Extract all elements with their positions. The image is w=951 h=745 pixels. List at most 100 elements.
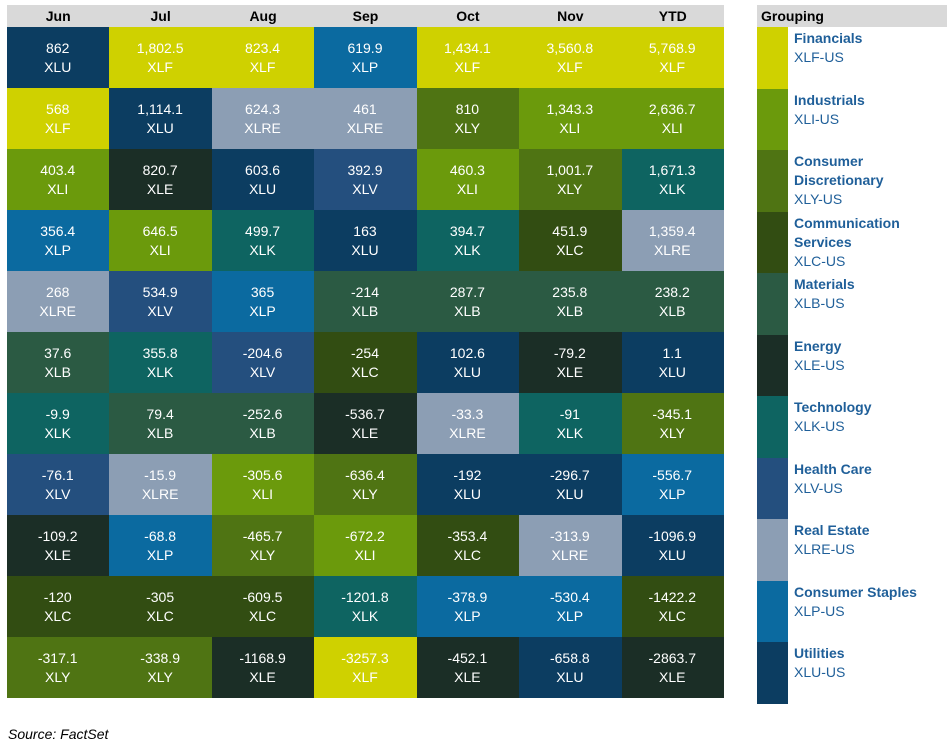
cell-ticker: XLK (351, 607, 379, 624)
cell-ticker: XLP (659, 485, 686, 502)
heatmap-cell: -252.6 XLB (211, 393, 315, 454)
cell-ticker: XLY (147, 668, 173, 685)
column-header-aug: Aug (249, 8, 277, 24)
cell-value: 3,560.8 (546, 39, 594, 56)
heatmap-cell: 365 XLP (211, 271, 315, 332)
column-header-ytd: YTD (658, 8, 687, 24)
legend-sector-name: Industrials (794, 91, 865, 108)
cell-ticker: XLK (454, 241, 481, 258)
legend-ticker: XLC-US (794, 252, 846, 269)
cell-value: -556.7 (652, 466, 693, 483)
cell-value: -530.4 (549, 588, 590, 605)
legend-swatch (757, 642, 788, 704)
legend-ticker: XLY-US (794, 191, 843, 207)
legend-swatch (757, 211, 788, 273)
cell-ticker: XLP (351, 58, 379, 75)
cell-value: 355.8 (142, 344, 178, 361)
heatmap-cell: 568 XLF (7, 88, 110, 149)
cell-value: 356.4 (40, 222, 76, 239)
cell-ticker: XLRE (449, 424, 486, 441)
cell-ticker: XLF (249, 58, 276, 75)
cell-value: -672.2 (345, 527, 385, 544)
heatmap-cell: 461 XLRE (314, 88, 417, 149)
cell-value: -536.7 (345, 405, 385, 422)
table-row: -109.2 XLE -68.8 XLP -465.7 XLY -672.2 XLI -353.… (7, 515, 724, 576)
cell-ticker: XLV (147, 302, 173, 319)
legend-text: Communication Services XLC-US (788, 212, 947, 274)
legend-item: Consumer Staples XLP-US (757, 580, 947, 643)
heatmap-cell: 37.6 XLB (7, 332, 110, 393)
heatmap-cell: 356.4 XLP (7, 210, 110, 271)
cell-ticker: XLRE (346, 119, 384, 136)
heatmap-cell: 810 XLY (416, 88, 520, 149)
cell-ticker: XLB (454, 302, 481, 319)
cell-value: 1,359.4 (648, 222, 696, 239)
legend-ticker: XLP-US (794, 602, 845, 619)
cell-value: 820.7 (142, 161, 178, 178)
heatmap-cell: 163 XLU (314, 210, 417, 271)
table-row: 356.4 XLP 646.5 XLI 499.7 XLK 163 XLU 394.7 XLK 45… (7, 210, 724, 271)
heatmap-cell: -1422.2 XLC (621, 576, 724, 637)
cell-value: 268 (46, 283, 70, 300)
cell-value: -452.1 (447, 649, 488, 666)
cell-value: 79.4 (146, 405, 174, 422)
heatmap-table: Jun Jul Aug Sep Oct Nov YTD 862 XLU 1,802.5 XLF 82… (7, 5, 724, 698)
legend-swatch (757, 150, 788, 212)
cell-ticker: XLC (248, 607, 277, 624)
cell-value: -1096.9 (648, 527, 696, 544)
heatmap-cell: -192 XLU (416, 454, 520, 515)
heatmap-cell: 624.3 XLRE (211, 88, 315, 149)
cell-value: 568 (46, 100, 70, 117)
cell-ticker: XLK (44, 424, 71, 441)
legend-ticker: XLV-US (794, 479, 843, 496)
cell-value: -658.8 (549, 649, 590, 666)
cell-value: 102.6 (449, 344, 485, 361)
cell-value: 1,434.1 (444, 39, 491, 56)
heatmap-cell: -338.9 XLY (109, 637, 212, 698)
legend-text: Real Estate XLRE-US (788, 519, 869, 581)
heatmap-cell: 451.9 XLC (519, 210, 622, 271)
legend-sector-name: Health Care (794, 460, 872, 477)
cell-value: -353.4 (447, 527, 488, 544)
cell-value: 823.4 (245, 39, 281, 56)
cell-value: 5,768.9 (648, 39, 696, 56)
heatmap-cell: 499.7 XLK (211, 210, 315, 271)
table-row: -76.1 XLV -15.9 XLRE -305.6 XLI -636.4 XLY -192 X… (7, 454, 724, 515)
legend-item: Technology XLK-US (757, 396, 947, 458)
legend-text: Energy XLE-US (788, 335, 845, 397)
legend-sector-name: Consumer Discretionary (794, 153, 884, 188)
cell-ticker: XLY (249, 546, 276, 563)
cell-value: 646.5 (142, 222, 178, 239)
cell-ticker: XLU (453, 363, 482, 380)
legend-title: Grouping (757, 5, 947, 27)
cell-ticker: XLRE (141, 485, 179, 502)
cell-value: -214 (350, 283, 379, 300)
heatmap-cell: -1168.9 XLE (211, 637, 315, 698)
cell-value: 624.3 (245, 100, 281, 117)
heatmap-cell: -214 XLB (314, 271, 417, 332)
cell-ticker: XLK (249, 241, 276, 258)
heatmap-cell: -254 XLC (314, 332, 417, 393)
legend-item: Real Estate XLRE-US (757, 519, 947, 581)
legend-swatch (757, 27, 788, 89)
cell-ticker: XLU (658, 363, 686, 380)
cell-value: -296.7 (549, 466, 590, 483)
heatmap-cell: -536.7 XLE (314, 393, 417, 454)
heatmap-cell: 403.4 XLI (7, 149, 110, 210)
cell-ticker: XLK (146, 363, 174, 380)
cell-ticker: XLF (44, 119, 71, 136)
cell-value: -76.1 (41, 466, 74, 483)
legend-sector-name: Energy (794, 337, 842, 354)
legend-text: Consumer Discretionary XLY-US (788, 150, 947, 212)
cell-ticker: XLRE (244, 119, 281, 136)
cell-value: -1168.9 (239, 649, 286, 666)
heatmap-cell: -120 XLC (7, 576, 110, 637)
cell-ticker: XLV (44, 485, 71, 502)
cell-ticker: XLF (556, 58, 583, 75)
cell-ticker: XLY (44, 668, 71, 685)
cell-ticker: XLP (556, 607, 584, 624)
heatmap-cell: 238.2 XLB (621, 271, 724, 332)
legend-text: Consumer Staples XLP-US (788, 581, 917, 643)
cell-value: -1422.2 (648, 588, 696, 605)
heatmap-cell: -378.9 XLP (416, 576, 520, 637)
